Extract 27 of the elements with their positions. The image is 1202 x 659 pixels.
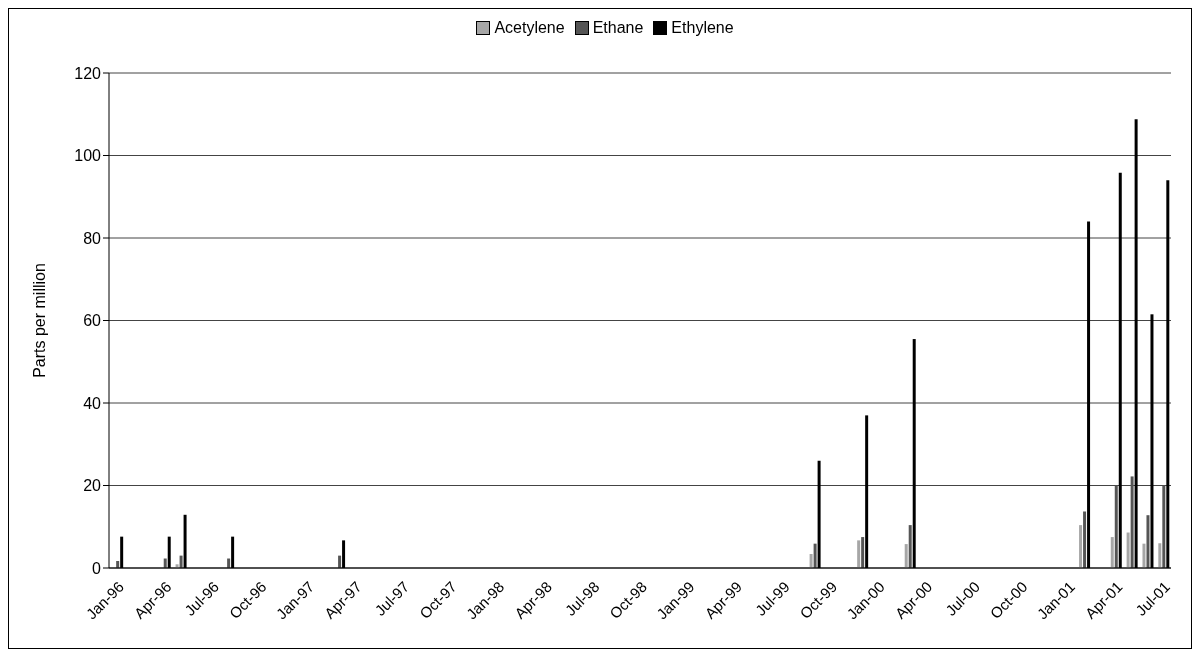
bar xyxy=(1142,543,1146,568)
bar xyxy=(908,525,912,568)
y-axis-title: Parts per million xyxy=(30,263,48,378)
y-tick-label: 60 xyxy=(83,312,102,330)
y-tick-label: 120 xyxy=(74,64,102,82)
bar xyxy=(813,543,817,568)
bar xyxy=(904,544,908,568)
legend-label: Ethylene xyxy=(671,19,734,37)
y-tick-label: 80 xyxy=(83,229,102,247)
y-tick-label: 40 xyxy=(83,394,102,412)
bar xyxy=(1126,532,1130,568)
bar xyxy=(809,553,813,568)
y-tick-label: 20 xyxy=(83,477,102,495)
y-tick-label: 100 xyxy=(74,147,102,165)
bar xyxy=(861,537,865,568)
bar xyxy=(1130,476,1134,568)
legend-label: Acetylene xyxy=(494,19,565,37)
bar xyxy=(1162,485,1166,568)
bar xyxy=(1079,525,1083,568)
bar xyxy=(1158,543,1162,568)
bar xyxy=(1114,485,1118,568)
legend-label: Ethane xyxy=(592,19,644,37)
bar xyxy=(1146,515,1150,568)
y-tick-label: 0 xyxy=(92,559,102,577)
bar xyxy=(857,540,861,568)
bar xyxy=(1083,511,1087,568)
bar xyxy=(1110,537,1114,568)
